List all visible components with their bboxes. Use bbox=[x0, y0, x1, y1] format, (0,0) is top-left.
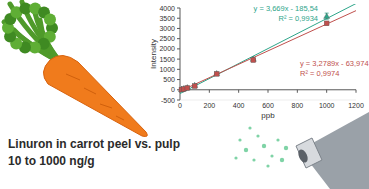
trendline bbox=[180, 11, 356, 91]
x-tick-label: 400 bbox=[233, 102, 245, 109]
y-tick-label: 2000 bbox=[159, 45, 175, 52]
y-tick bbox=[177, 69, 180, 70]
y-tick bbox=[177, 79, 180, 80]
carrot-ridge bbox=[100, 104, 112, 108]
illustration bbox=[2, 2, 369, 189]
y-tick bbox=[177, 48, 180, 49]
x-tick bbox=[238, 90, 239, 93]
spray-droplet bbox=[234, 156, 237, 159]
error-bar bbox=[325, 22, 329, 25]
plot-area bbox=[178, 4, 356, 94]
data-point bbox=[185, 86, 190, 91]
graphic: -500050010001500200025003000350040000200… bbox=[0, 0, 369, 189]
y-tick bbox=[177, 8, 180, 9]
y-tick bbox=[177, 59, 180, 60]
spray-droplet bbox=[284, 146, 288, 150]
trendline-r2: R² = 0,9934 bbox=[279, 14, 318, 23]
carrot-ridge bbox=[66, 74, 80, 80]
trendline-equation: y = 3,2789x - 63,974 bbox=[300, 59, 369, 68]
x-tick-label: 200 bbox=[203, 102, 215, 109]
spray-droplet bbox=[238, 138, 241, 141]
y-tick-label: 1000 bbox=[159, 66, 175, 73]
data-point bbox=[184, 85, 190, 90]
x-tick bbox=[356, 90, 357, 93]
x-tick-label: 1000 bbox=[319, 102, 335, 109]
spray-droplet bbox=[262, 144, 266, 148]
range-end-line bbox=[180, 100, 356, 101]
y-tick bbox=[177, 28, 180, 29]
error-bar bbox=[325, 13, 329, 19]
carrot-ridge bbox=[84, 88, 96, 94]
y-tick-label: 500 bbox=[163, 76, 175, 83]
y-tick-label: 4000 bbox=[159, 5, 175, 12]
spray-droplet bbox=[244, 148, 248, 152]
spray-droplet bbox=[270, 154, 273, 157]
x-axis-label: ppb bbox=[261, 111, 275, 120]
x-tick-label: 600 bbox=[262, 102, 274, 109]
y-tick bbox=[177, 100, 180, 101]
carrot-leaf bbox=[44, 14, 56, 26]
nozzle-tip bbox=[296, 138, 322, 168]
y-tick-label: 0 bbox=[171, 86, 175, 93]
y-axis bbox=[180, 8, 181, 100]
carrot bbox=[43, 55, 147, 136]
annotation: 10 to 1000 ng/g bbox=[8, 154, 95, 168]
data-point bbox=[214, 71, 219, 76]
y-tick bbox=[177, 18, 180, 19]
x-tick bbox=[297, 90, 298, 93]
spray-droplet bbox=[252, 158, 255, 161]
y-tick-label: 1500 bbox=[159, 56, 175, 63]
nozzle-opening bbox=[296, 148, 309, 164]
x-tick bbox=[326, 90, 327, 93]
y-axis-label: Intensity bbox=[149, 39, 158, 69]
data-point bbox=[324, 21, 329, 26]
data-point bbox=[214, 70, 220, 75]
y-tick-label: 3500 bbox=[159, 15, 175, 22]
trendline-r2: R² = 0,9974 bbox=[300, 69, 339, 78]
x-tick-label: 1200 bbox=[348, 102, 364, 109]
x-tick bbox=[268, 90, 269, 93]
spray-droplet bbox=[248, 126, 251, 129]
spray-droplet bbox=[256, 134, 259, 137]
y-tick-label: 3000 bbox=[159, 25, 175, 32]
annotation: Linuron in carrot peel vs. pulp bbox=[8, 137, 180, 151]
data-point bbox=[192, 84, 197, 89]
carrot-ridge bbox=[116, 116, 124, 120]
trendline-equation: y = 3,669x - 185,54 bbox=[254, 4, 318, 13]
data-point bbox=[324, 13, 330, 18]
figure: -500050010001500200025003000350040000200… bbox=[0, 0, 369, 189]
spray-droplet bbox=[276, 138, 279, 141]
spray-droplet bbox=[280, 158, 284, 162]
y-tick-label: 2500 bbox=[159, 35, 175, 42]
x-tick-label: 800 bbox=[291, 102, 303, 109]
data-point bbox=[251, 58, 256, 63]
y-tick-label: -500 bbox=[161, 97, 175, 104]
x-tick-label: 0 bbox=[178, 102, 182, 109]
spray-droplet bbox=[266, 164, 269, 167]
y-tick bbox=[177, 38, 180, 39]
x-tick bbox=[209, 90, 210, 93]
trendline bbox=[180, 4, 356, 94]
